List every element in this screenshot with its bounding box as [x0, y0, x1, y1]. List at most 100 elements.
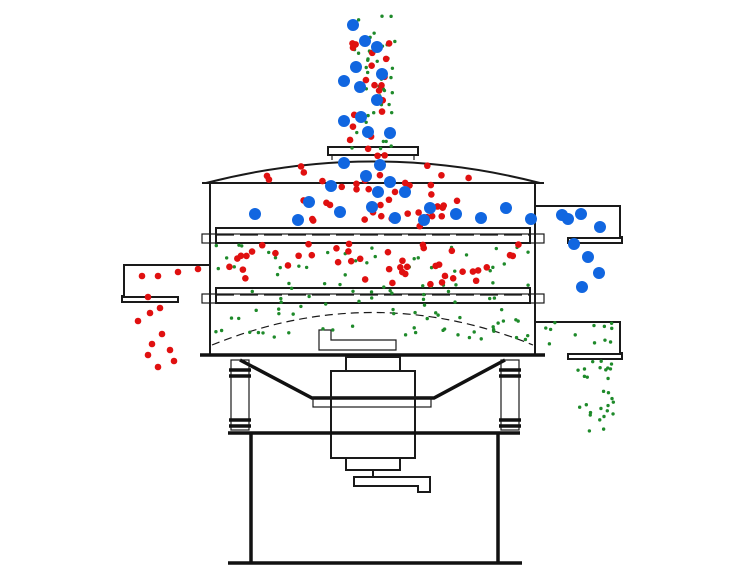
- coarse-particle: [334, 206, 346, 218]
- fine-particle: [365, 261, 369, 265]
- fine-particle: [602, 414, 606, 419]
- fine-particle: [369, 290, 374, 294]
- medium-particle: [368, 62, 375, 69]
- fine-particle: [254, 308, 258, 313]
- medium-particle: [474, 267, 482, 274]
- fine-particle: [442, 327, 447, 331]
- medium-particle: [435, 261, 443, 268]
- fine-particle: [403, 333, 408, 337]
- fine-particle: [491, 281, 495, 285]
- fine-particle: [237, 243, 241, 247]
- medium-particle: [515, 241, 522, 248]
- machine: [121, 146, 623, 565]
- fine-particle: [325, 250, 330, 255]
- fine-particle: [381, 139, 386, 144]
- coarse-particle: [562, 213, 574, 225]
- fine-particle: [599, 359, 603, 363]
- medium-particle: [334, 258, 342, 266]
- medium-particle: [284, 262, 292, 269]
- fine-particle: [422, 292, 426, 297]
- fine-particle: [392, 311, 396, 316]
- coarse-particle: [338, 157, 350, 169]
- fine-particle: [389, 75, 393, 80]
- coarse-particle: [350, 61, 362, 73]
- fine-particle: [372, 111, 376, 115]
- medium-particle: [134, 317, 142, 325]
- fine-particle: [261, 331, 265, 335]
- fine-particle: [453, 300, 457, 304]
- medium-particle: [305, 240, 312, 248]
- medium-particle: [441, 272, 449, 280]
- fine-particle: [573, 333, 577, 337]
- medium-particle: [326, 201, 334, 209]
- fine-particle: [492, 329, 496, 333]
- spring-body: [230, 359, 250, 431]
- fine-particle: [526, 250, 530, 254]
- medium-particle: [385, 40, 393, 47]
- medium-particle: [309, 217, 317, 224]
- fine-particle: [421, 297, 426, 302]
- medium-particle: [365, 185, 372, 193]
- fine-particle: [494, 246, 499, 251]
- fine-particle: [582, 374, 587, 379]
- medium-particle: [345, 240, 353, 248]
- fine-particle: [387, 102, 391, 107]
- fine-particle: [237, 316, 241, 321]
- medium-particle: [377, 212, 385, 220]
- medium-particle: [440, 202, 447, 209]
- coarse-particle: [389, 212, 401, 224]
- fine-particle: [354, 259, 358, 263]
- medium-particle: [300, 169, 308, 176]
- medium-particle: [297, 163, 305, 170]
- medium-particle: [385, 196, 393, 204]
- fine-particle: [606, 391, 611, 395]
- fine-particle: [390, 66, 395, 71]
- medium-particle: [258, 241, 266, 249]
- fine-particle: [287, 281, 291, 286]
- fine-particle: [609, 321, 614, 325]
- fine-particle: [585, 375, 589, 379]
- fine-particle: [366, 58, 370, 63]
- medium-particle: [375, 87, 383, 94]
- medium-particle: [427, 280, 434, 288]
- fine-particle: [304, 265, 309, 270]
- fine-particle: [375, 59, 379, 63]
- fine-particle: [487, 296, 492, 301]
- medium-particle: [384, 248, 392, 256]
- coarse-particle: [376, 68, 388, 80]
- medium-particle: [170, 357, 178, 365]
- coarse-particle: [399, 186, 411, 198]
- medium-particle: [424, 162, 431, 170]
- fine-particle: [584, 403, 589, 407]
- fine-particle: [365, 70, 370, 75]
- fine-particle: [608, 367, 613, 371]
- fine-particle: [412, 326, 416, 330]
- fine-particle: [214, 330, 218, 334]
- fine-particle: [351, 289, 355, 293]
- fine-particle: [588, 410, 593, 415]
- fine-particle: [373, 254, 377, 259]
- coarse-particle: [338, 75, 350, 87]
- fine-particle: [382, 88, 387, 93]
- medium-particle: [378, 108, 386, 115]
- coarse-particle: [594, 221, 606, 233]
- medium-particle: [428, 191, 435, 198]
- cone-flange: [312, 396, 432, 408]
- medium-particle: [234, 255, 241, 262]
- coarse-particle: [568, 238, 580, 250]
- fine-particle: [416, 256, 420, 260]
- medium-particle: [364, 145, 372, 153]
- fine-particle: [275, 272, 280, 277]
- fine-particle: [526, 283, 530, 287]
- coarse-particle: [475, 212, 487, 224]
- fine-particle: [357, 299, 361, 304]
- coarse-particle: [593, 267, 605, 279]
- medium-particle: [345, 248, 352, 255]
- particles: [134, 14, 616, 433]
- fine-particle: [602, 324, 607, 329]
- fine-particle: [601, 389, 606, 394]
- medium-particle: [154, 272, 162, 280]
- medium-particle: [449, 274, 457, 282]
- medium-particle: [399, 268, 406, 276]
